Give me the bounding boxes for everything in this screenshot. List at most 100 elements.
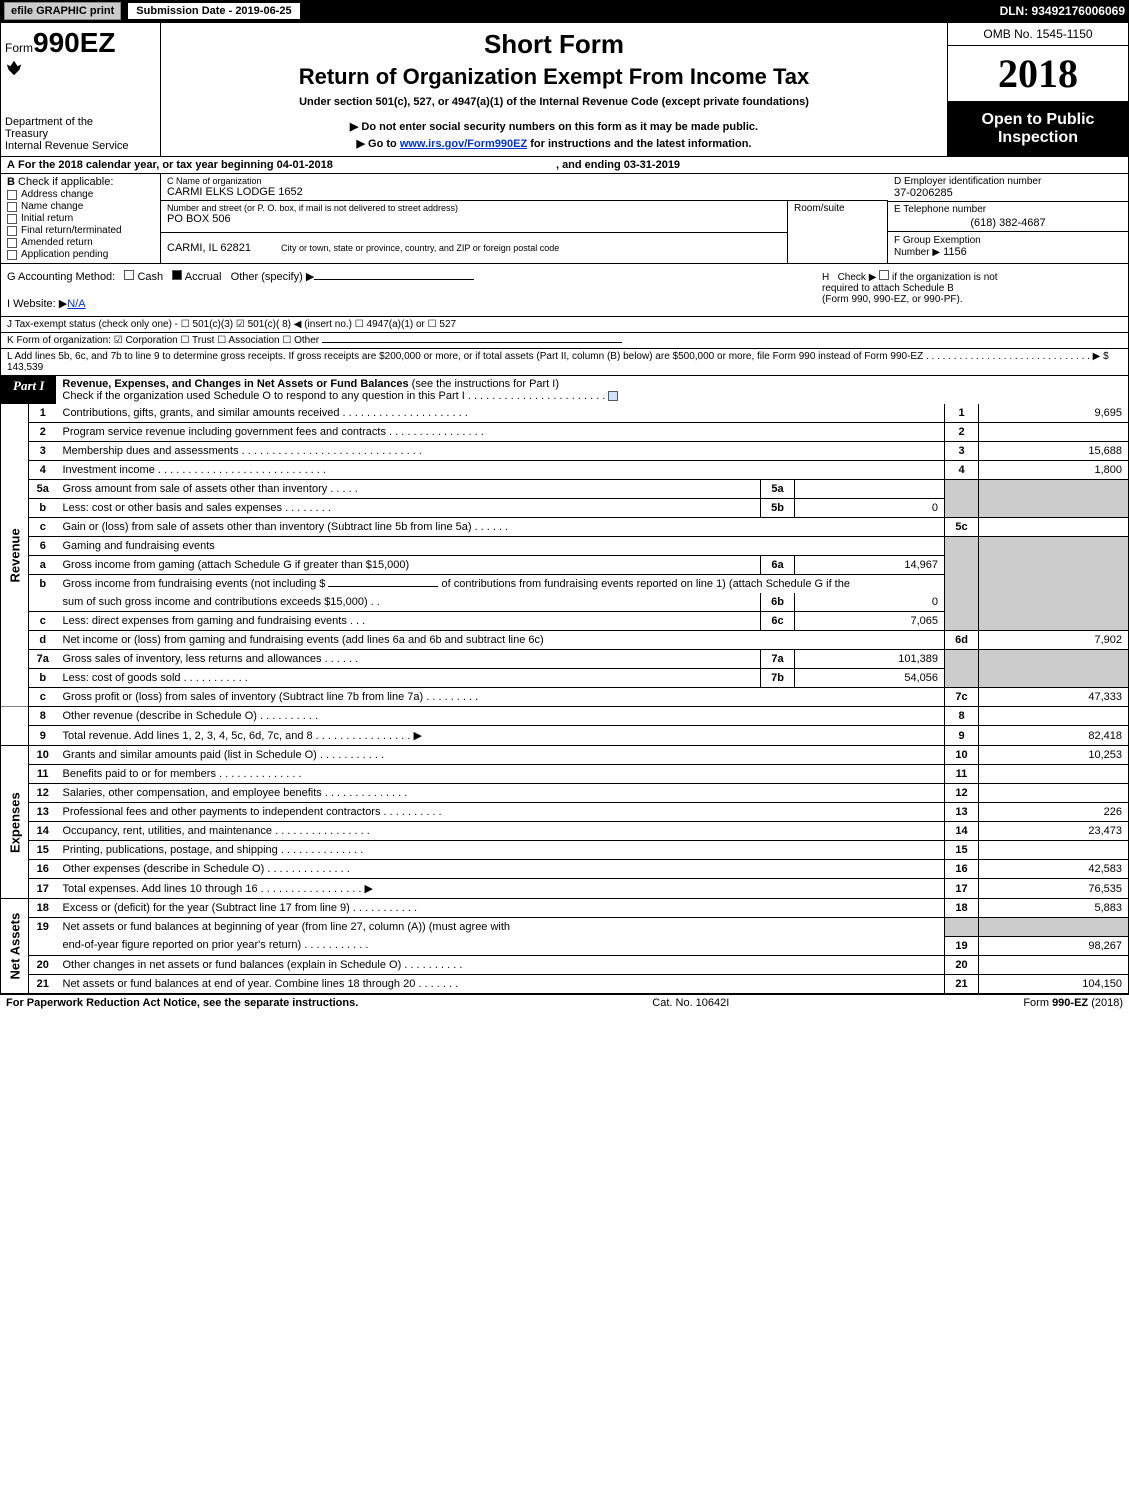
table-row: c Gross profit or (loss) from sales of i… (1, 688, 1129, 707)
checkbox-icon[interactable] (879, 270, 889, 280)
website-link[interactable]: N/A (67, 298, 85, 310)
checkbox-icon[interactable] (7, 238, 17, 248)
shaded-cell (979, 918, 1129, 937)
street-address: PO BOX 506 (167, 213, 781, 225)
do-not-enter: ▶ Do not enter social security numbers o… (167, 120, 941, 133)
line-num: 4 (29, 461, 57, 480)
table-row: 19 Net assets or fund balances at beginn… (1, 918, 1129, 937)
line-val: 47,333 (979, 688, 1129, 707)
return-title: Return of Organization Exempt From Incom… (167, 64, 941, 90)
dept-line3: Internal Revenue Service (5, 140, 156, 152)
line-boxnum: 17 (945, 879, 979, 899)
line-desc: Grants and similar amounts paid (list in… (57, 746, 945, 765)
shaded-cell (979, 537, 1129, 631)
checkbox-icon[interactable] (124, 270, 134, 280)
checkbox-icon[interactable] (7, 190, 17, 200)
shaded-cell (945, 650, 979, 688)
i-label: I Website: ▶ (7, 298, 67, 310)
checkbox-checked-icon[interactable] (608, 391, 618, 401)
col-c-addr-row: Number and street (or P. O. box, if mail… (161, 201, 888, 263)
line-num: 8 (29, 707, 57, 726)
chk-initial-return: Initial return (7, 213, 154, 224)
goto-link[interactable]: www.irs.gov/Form990EZ (400, 138, 527, 150)
line-val: 226 (979, 803, 1129, 822)
part1-table: Revenue 1 Contributions, gifts, grants, … (0, 404, 1129, 994)
efile-print-button[interactable]: efile GRAPHIC print (4, 2, 121, 20)
inner-num: 7b (761, 669, 795, 688)
chk-final-return: Final return/terminated (7, 225, 154, 236)
room-suite: Room/suite (788, 201, 888, 263)
line-val: 9,695 (979, 404, 1129, 423)
line-desc: Net assets or fund balances at beginning… (57, 918, 945, 937)
footer-right: Form 990-EZ (2018) (1023, 997, 1123, 1009)
line-desc: Membership dues and assessments . . . . … (57, 442, 945, 461)
line-boxnum: 1 (945, 404, 979, 423)
checkbox-checked-icon[interactable] (172, 270, 182, 280)
h-text2: required to attach Schedule B (822, 283, 954, 294)
line-desc: Total expenses. Add lines 10 through 16 … (57, 879, 945, 899)
line-boxnum: 6d (945, 631, 979, 650)
k-fill (322, 342, 622, 343)
revenue-side-label: Revenue (1, 404, 29, 707)
h-text3: (Form 990, 990-EZ, or 990-PF). (822, 294, 963, 305)
chk-label-name: Name change (21, 201, 83, 212)
col-d: D Employer identification number 37-0206… (888, 174, 1128, 263)
inner-val: 54,056 (795, 669, 945, 688)
footer-form-post: (2018) (1088, 997, 1123, 1009)
line-num: 1 (29, 404, 57, 423)
l-row: L Add lines 5b, 6c, and 7b to line 9 to … (0, 349, 1129, 376)
h-text1: if the organization is (892, 272, 984, 283)
shaded-cell (979, 650, 1129, 688)
line-boxnum: 5c (945, 518, 979, 537)
table-row: 6 Gaming and fundraising events (1, 537, 1129, 556)
col-c: C Name of organization CARMI ELKS LODGE … (161, 174, 888, 263)
line-num: 10 (29, 746, 57, 765)
line-desc: Gaming and fundraising events (57, 537, 945, 556)
line-desc: Program service revenue including govern… (57, 423, 945, 442)
line-boxnum: 8 (945, 707, 979, 726)
line-num: b (29, 499, 57, 518)
e-label: E Telephone number (894, 204, 1122, 215)
k-label: K Form of organization: (7, 335, 111, 346)
form-prefix: Form (5, 41, 33, 55)
short-form-title: Short Form (167, 29, 941, 60)
checkbox-icon[interactable] (7, 226, 17, 236)
line-a-prefix: A (7, 159, 15, 171)
line-val: 23,473 (979, 822, 1129, 841)
dept-line1: Department of the (5, 116, 156, 128)
g-label: G Accounting Method: (7, 271, 115, 283)
table-row: Net Assets 18 Excess or (deficit) for th… (1, 899, 1129, 918)
line-boxnum: 13 (945, 803, 979, 822)
shaded-cell (945, 480, 979, 518)
line-num: a (29, 556, 57, 575)
inner-num: 6c (761, 612, 795, 631)
checkbox-icon[interactable] (7, 250, 17, 260)
topbar-left: efile GRAPHIC print Submission Date - 20… (4, 2, 301, 20)
line-val (979, 423, 1129, 442)
shaded-cell (979, 480, 1129, 518)
open-to-public: Open to Public Inspection (948, 102, 1128, 156)
line-val (979, 955, 1129, 974)
addr-label: Number and street (or P. O. box, if mail… (167, 203, 781, 213)
line-num: c (29, 612, 57, 631)
goto-line: ▶ Go to www.irs.gov/Form990EZ for instru… (167, 137, 941, 150)
page-footer: For Paperwork Reduction Act Notice, see … (0, 994, 1129, 1011)
line-num (29, 593, 57, 612)
accrual-label: Accrual (185, 271, 222, 283)
line-num: 5a (29, 480, 57, 499)
checkbox-icon[interactable] (7, 214, 17, 224)
line-val (979, 765, 1129, 784)
col-b: B Check if applicable: Address change Na… (1, 174, 161, 263)
table-row: 15 Printing, publications, postage, and … (1, 841, 1129, 860)
table-row: 9 Total revenue. Add lines 1, 2, 3, 4, 5… (1, 726, 1129, 746)
part1-body: Revenue, Expenses, and Changes in Net As… (56, 376, 1128, 404)
line-desc: Less: direct expenses from gaming and fu… (57, 612, 761, 631)
total-exp-desc: Total expenses. Add lines 10 through 16 … (63, 883, 374, 895)
l-label: L (7, 351, 12, 362)
line-boxnum: 3 (945, 442, 979, 461)
checkbox-icon[interactable] (7, 202, 17, 212)
inner-num: 5b (761, 499, 795, 518)
c-name-label-text: C Name of organization (167, 176, 262, 186)
open-public-text: Open to Public (954, 111, 1122, 129)
line-a-ending: , and ending 03-31-2019 (556, 159, 680, 171)
